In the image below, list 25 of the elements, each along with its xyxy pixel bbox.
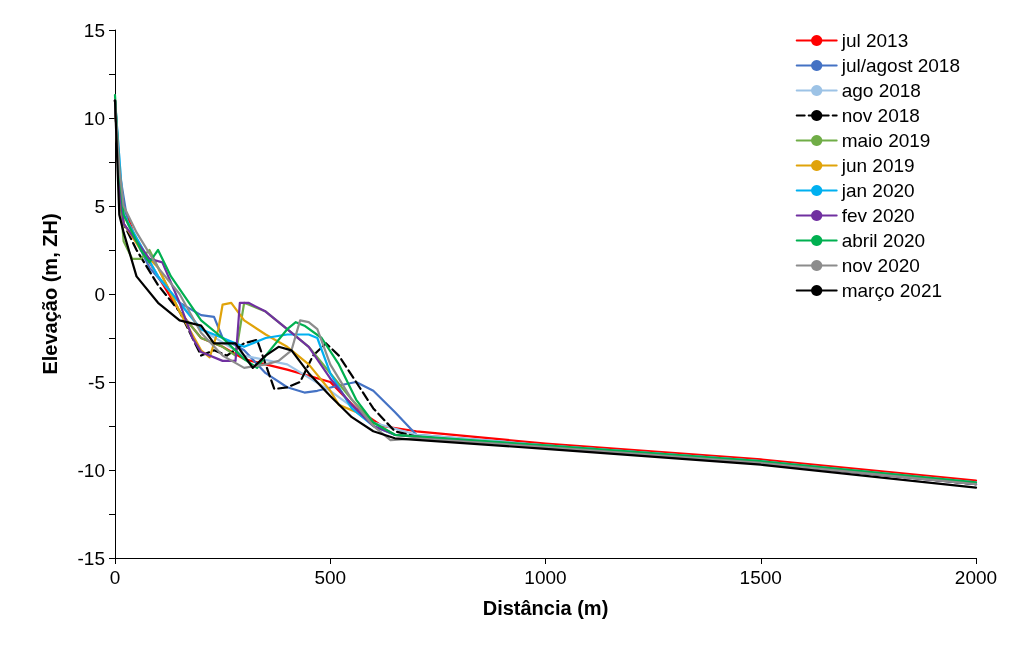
legend-label: nov 2020 <box>841 255 920 276</box>
y-tick-label: -10 <box>77 459 105 481</box>
y-tick-label: -5 <box>88 371 105 393</box>
x-axis-title: Distância (m) <box>482 597 609 619</box>
x-tick-label: 0 <box>109 567 121 588</box>
x-tick-label: 2000 <box>954 567 998 588</box>
y-axis-title: Elevação (m, ZH) <box>39 213 61 375</box>
x-tick-label: 1500 <box>739 567 782 588</box>
y-tick-label: 0 <box>94 283 105 305</box>
legend-label: jul 2013 <box>840 30 909 51</box>
legend-label: jul/agost 2018 <box>840 55 961 76</box>
y-tick-label: -15 <box>77 547 105 569</box>
legend-label: nov 2018 <box>841 105 920 126</box>
legend-label: maio 2019 <box>841 130 931 151</box>
legend-label: março 2021 <box>841 280 943 301</box>
y-tick-label: 10 <box>83 107 105 129</box>
legend-label: fev 2020 <box>841 205 915 226</box>
legend-label: jan 2020 <box>840 180 915 201</box>
y-tick-label: 5 <box>94 195 105 217</box>
legend-label: abril 2020 <box>841 230 926 251</box>
legend-label: ago 2018 <box>841 80 921 101</box>
legend-label: jun 2019 <box>840 155 915 176</box>
y-tick-label: 15 <box>83 19 105 41</box>
x-tick-label: 1000 <box>524 567 567 588</box>
x-tick-label: 500 <box>314 567 347 588</box>
